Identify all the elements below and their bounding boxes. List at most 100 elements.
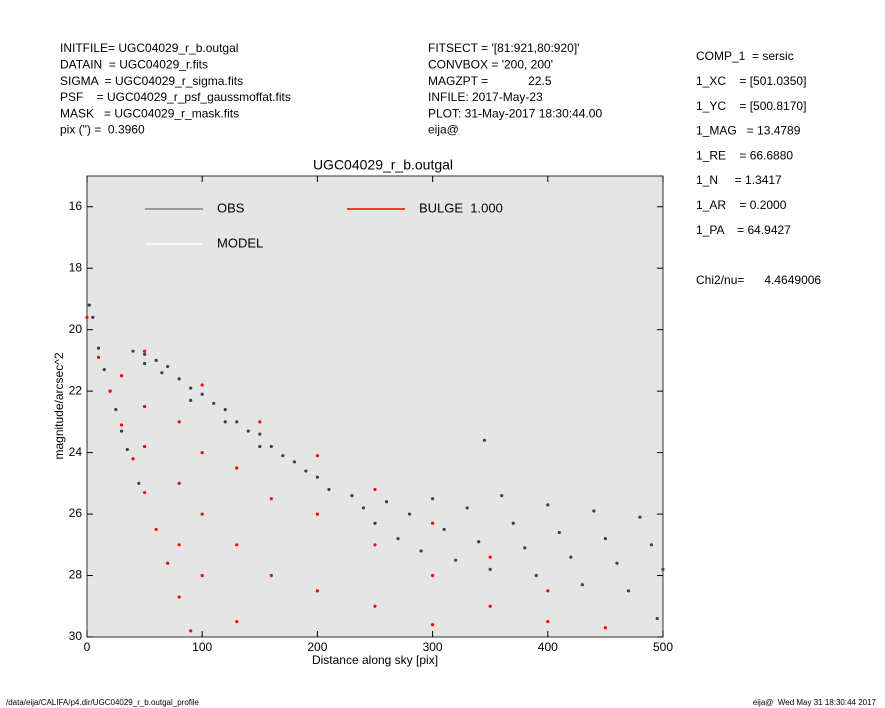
footer-path: /data/eija/CALIFA/p4.dir/UGC04029_r_b.ou… — [6, 698, 200, 707]
data-point — [649, 543, 654, 547]
data-point — [189, 386, 193, 390]
data-point — [223, 407, 227, 412]
data-point — [500, 494, 504, 498]
data-point — [327, 487, 331, 492]
fit-parameter: 1_AR = 0.2000 — [696, 198, 787, 212]
data-point — [373, 487, 377, 492]
data-point — [655, 616, 659, 621]
data-point — [304, 469, 308, 473]
data-point — [546, 620, 550, 624]
data-point — [569, 555, 573, 559]
data-point — [143, 404, 147, 409]
data-point — [102, 368, 106, 372]
data-point — [557, 530, 561, 535]
fit-parameter: 1_PA = 64.9427 — [696, 223, 791, 237]
data-point — [384, 500, 389, 504]
data-point — [125, 447, 129, 452]
data-point — [488, 555, 492, 559]
data-point — [87, 303, 91, 307]
data-point — [235, 420, 239, 424]
data-point — [546, 503, 550, 507]
header-line: PSF = UGC04029_r_psf_gaussmoffat.fits — [60, 90, 291, 104]
data-point — [638, 515, 642, 519]
data-point — [85, 315, 89, 319]
data-point — [626, 589, 631, 593]
data-point — [315, 454, 319, 458]
data-point — [114, 407, 118, 412]
data-point — [315, 589, 319, 593]
data-point — [315, 512, 319, 516]
data-point — [177, 420, 181, 424]
data-point — [350, 494, 354, 498]
y-tick-label: 18 — [69, 260, 83, 274]
header-line: CONVBOX = '200, 200' — [428, 57, 553, 71]
header-line: DATAIN = UGC04029_r.fits — [60, 57, 208, 71]
x-tick-label: 100 — [192, 640, 212, 654]
data-point — [454, 558, 458, 562]
data-point — [373, 521, 377, 525]
data-point — [160, 371, 164, 375]
data-point — [131, 457, 135, 461]
data-point — [523, 546, 527, 550]
data-point — [269, 497, 273, 501]
data-point — [431, 623, 435, 627]
data-point — [200, 512, 204, 516]
fit-parameter: COMP_1 = sersic — [696, 49, 794, 63]
x-axis-label: Distance along sky [pix] — [312, 653, 438, 667]
header-line: MAGZPT = 22.5 — [428, 74, 552, 88]
data-point — [361, 506, 366, 510]
y-tick-label: 20 — [69, 322, 83, 336]
legend-label: OBS — [217, 200, 245, 215]
x-tick-label: 400 — [538, 640, 558, 654]
data-point — [131, 349, 135, 353]
data-point — [511, 521, 515, 525]
data-point — [269, 444, 273, 449]
data-point — [431, 497, 435, 501]
header-line: INITFILE= UGC04029_r_b.outgal — [60, 41, 238, 55]
data-point — [396, 537, 400, 541]
data-point — [235, 543, 239, 547]
data-point — [246, 429, 250, 433]
data-point — [143, 361, 147, 366]
data-point — [592, 509, 596, 513]
data-point — [465, 506, 469, 510]
data-point — [488, 567, 492, 571]
data-point — [200, 451, 204, 455]
data-point — [96, 355, 101, 359]
data-point — [200, 573, 204, 578]
data-point — [143, 490, 147, 495]
data-point — [189, 629, 193, 633]
data-point — [189, 398, 193, 402]
data-point — [96, 346, 101, 350]
header-line: FITSECT = '[81:921,80:920]' — [428, 41, 579, 55]
y-axis-label: magnitude/arcsec^2 — [52, 352, 66, 459]
data-point — [143, 349, 147, 353]
y-tick-label: 22 — [69, 383, 83, 397]
header-line: SIGMA = UGC04029_r_sigma.fits — [60, 74, 243, 88]
data-point — [477, 540, 481, 544]
data-point — [419, 549, 423, 553]
data-point — [534, 573, 538, 578]
data-point — [482, 438, 487, 442]
data-point — [137, 481, 141, 485]
y-tick-label: 28 — [69, 568, 83, 582]
data-point — [235, 466, 239, 470]
x-tick-label: 0 — [84, 640, 91, 654]
header-line: PLOT: 31-May-2017 18:30:44.00 — [428, 106, 602, 120]
fit-parameter: 1_RE = 66.6880 — [696, 148, 793, 162]
data-point — [292, 460, 296, 464]
data-point — [119, 429, 124, 433]
data-point — [373, 543, 377, 547]
data-point — [258, 420, 262, 424]
data-point — [258, 432, 262, 436]
legend-label: MODEL — [217, 235, 263, 250]
data-point — [373, 604, 377, 608]
data-point — [166, 364, 170, 369]
x-tick-label: 200 — [307, 640, 327, 654]
data-point — [603, 626, 608, 630]
data-point — [143, 352, 147, 356]
y-tick-label: 24 — [69, 445, 83, 459]
data-point — [431, 521, 435, 525]
data-point — [177, 377, 181, 381]
